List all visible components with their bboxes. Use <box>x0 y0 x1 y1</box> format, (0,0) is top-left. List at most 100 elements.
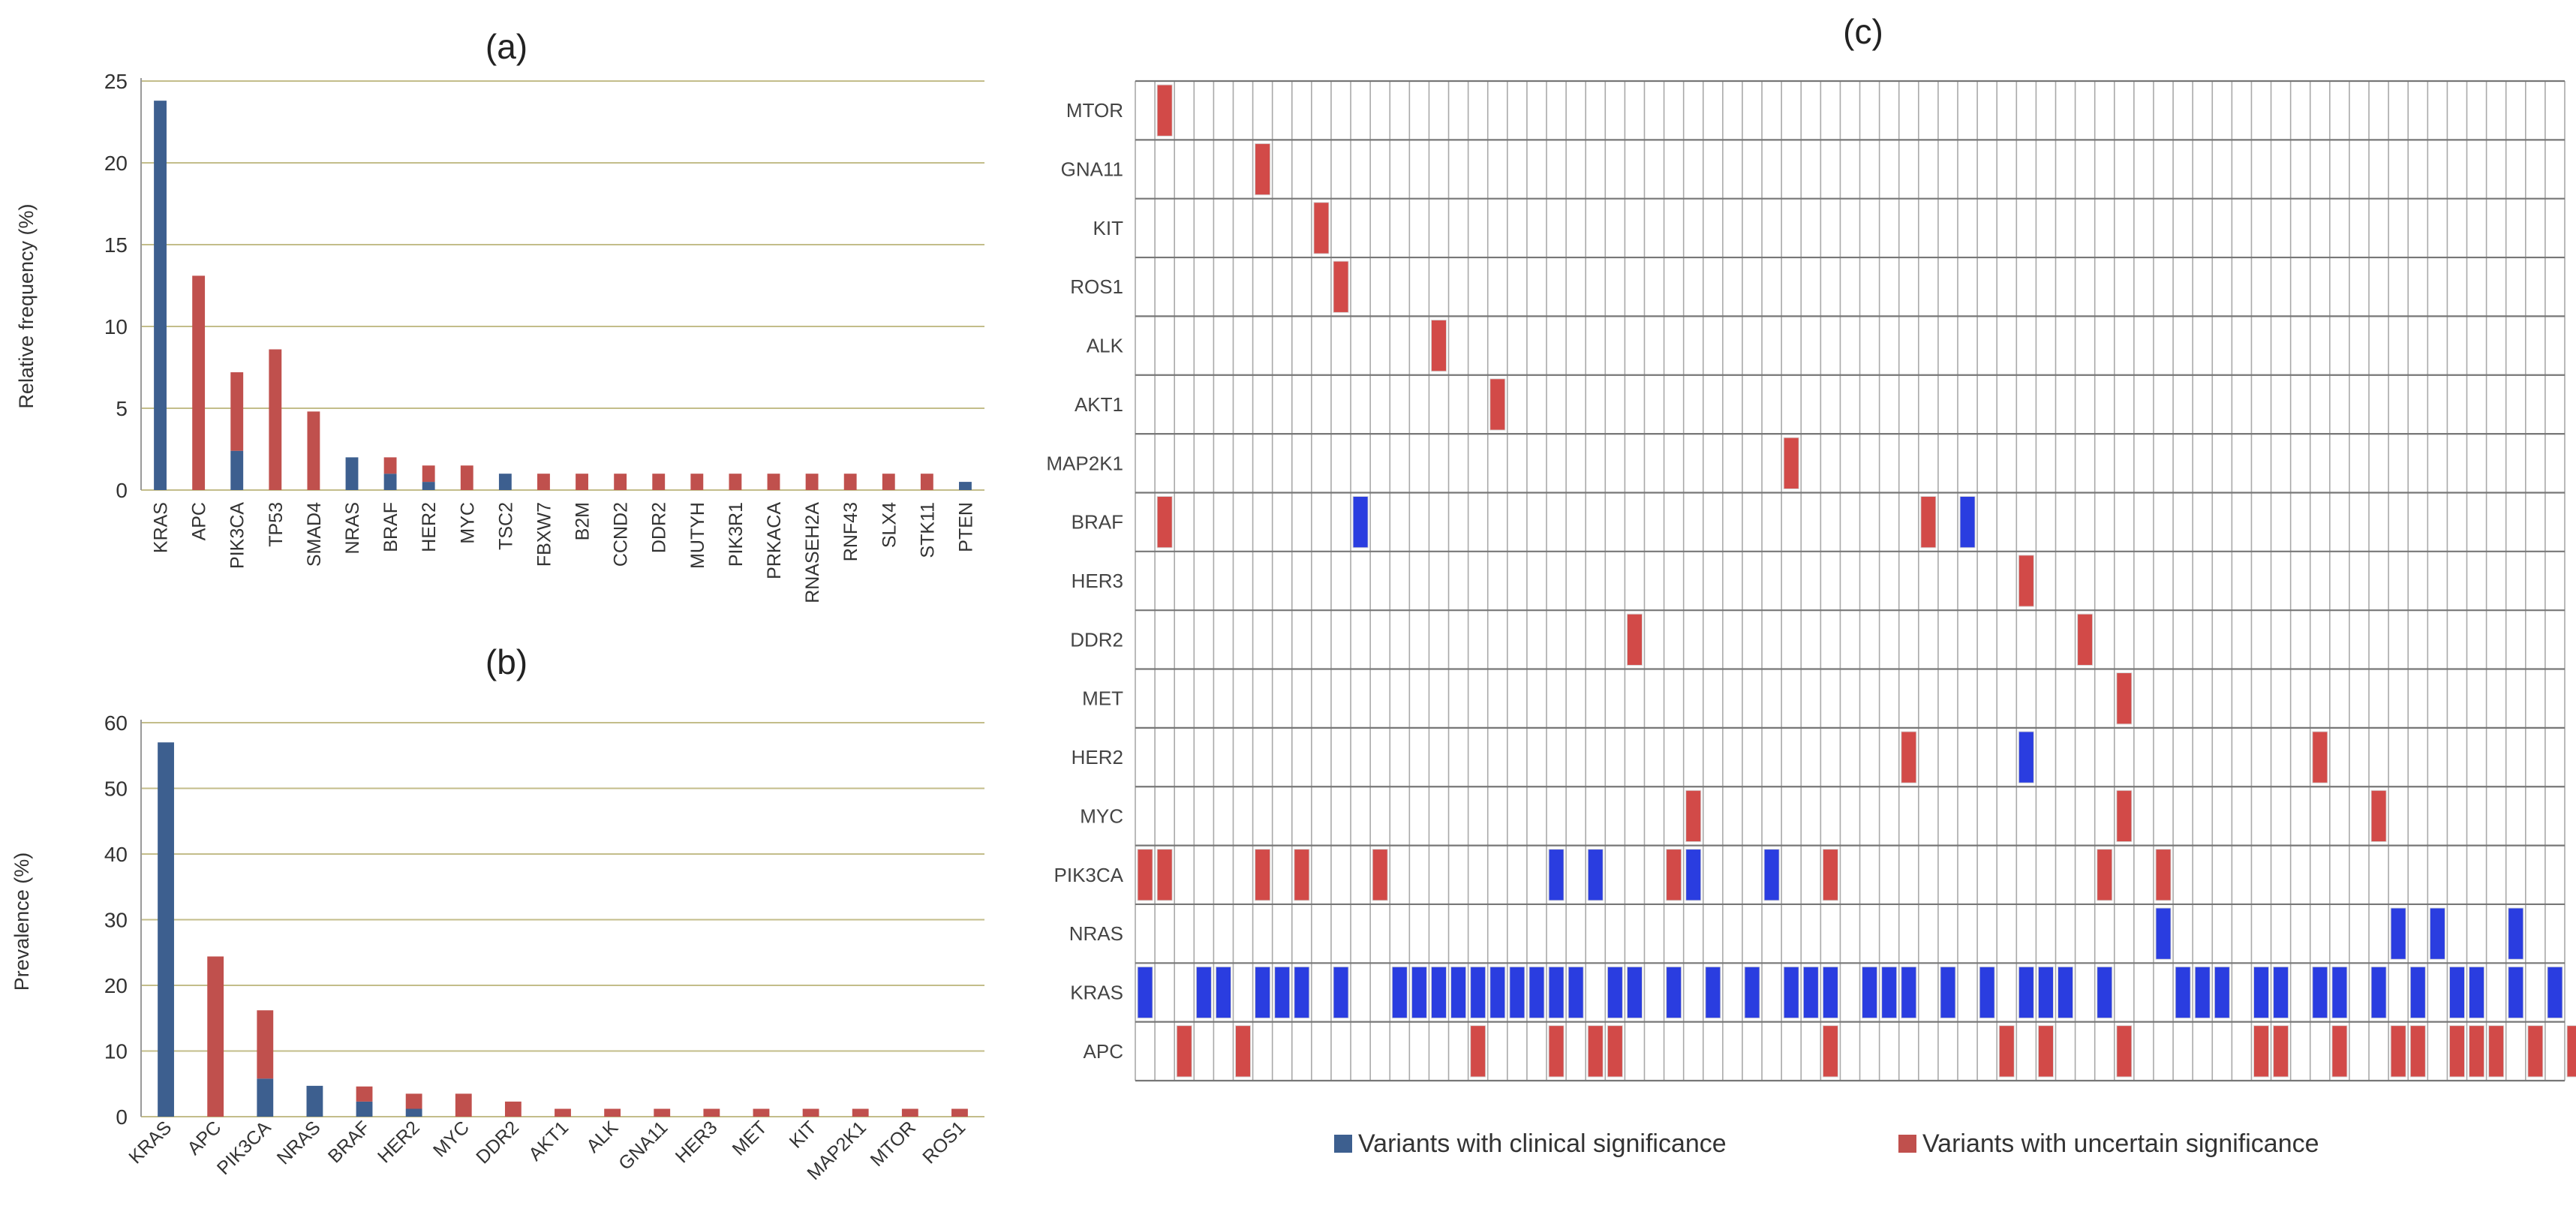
x-tick-label: MTOR <box>867 1117 921 1171</box>
bar-map2k1-uncertain <box>852 1108 869 1117</box>
legend-uncertain-label: Variants with uncertain significance <box>1922 1129 2319 1158</box>
x-tick-label: SMAD4 <box>304 502 325 567</box>
cell-pik3ca-uncertain <box>2155 849 2172 901</box>
bar-apc-uncertain <box>192 275 206 490</box>
x-tick-label: DDR2 <box>649 502 670 553</box>
x-tick-label: AKT1 <box>525 1117 573 1165</box>
x-tick-label: ROS1 <box>918 1117 969 1168</box>
x-tick-label: RNASEH2A <box>802 502 823 603</box>
cell-ros1-uncertain <box>1333 260 1349 313</box>
bar-met-uncertain <box>753 1108 770 1117</box>
cell-apc-uncertain <box>2390 1025 2406 1078</box>
cell-pik3ca-uncertain <box>1156 849 1173 901</box>
x-tick-label: PIK3CA <box>227 502 248 569</box>
gene-label: ALK <box>1087 335 1124 357</box>
cell-kras-clinical <box>1411 966 1427 1019</box>
cell-kras-clinical <box>1509 966 1525 1019</box>
cell-apc-uncertain <box>1998 1025 2015 1078</box>
y-tick-label: 10 <box>104 1040 128 1063</box>
cell-map2k1-uncertain <box>1783 437 1799 489</box>
cell-kras-clinical <box>1744 966 1760 1019</box>
bar-nras-clinical <box>345 457 359 490</box>
cell-kras-clinical <box>1450 966 1467 1019</box>
cell-kras-clinical <box>1783 966 1799 1019</box>
x-tick-label: PRKACA <box>764 502 785 579</box>
x-tick-label: MYC <box>457 502 478 544</box>
bar-rnaseh2a-uncertain <box>805 474 819 490</box>
x-tick-label: CCND2 <box>611 502 632 567</box>
gene-label: AKT1 <box>1075 393 1123 416</box>
cell-her2-uncertain <box>1901 731 1917 783</box>
cell-kras-clinical <box>2273 966 2289 1019</box>
cell-mtor-uncertain <box>1156 84 1173 137</box>
x-tick-label: PTEN <box>955 502 976 552</box>
bar-akt1-uncertain <box>555 1108 571 1117</box>
x-tick-label: APC <box>183 1117 225 1159</box>
cell-akt1-uncertain <box>1489 378 1506 431</box>
cell-pik3ca-uncertain <box>1294 849 1310 901</box>
x-tick-label: DDR2 <box>472 1117 523 1168</box>
cell-kras-clinical <box>2037 966 2054 1019</box>
legend: Variants with clinical significance Vari… <box>1334 1129 2319 1158</box>
gene-label: NRAS <box>1069 922 1123 945</box>
x-tick-label: STK11 <box>917 502 938 558</box>
y-tick-label: 40 <box>104 843 128 866</box>
gene-label: PIK3CA <box>1054 864 1124 886</box>
cell-kras-clinical <box>1568 966 1584 1019</box>
x-tick-label: NRAS <box>342 502 363 554</box>
y-tick-label: 30 <box>104 909 128 932</box>
legend-clinical-swatch <box>1334 1135 1352 1153</box>
cell-kras-clinical <box>1255 966 1271 1019</box>
bar-kras-clinical <box>154 101 167 490</box>
chart-c-title: (c) <box>1843 12 1883 51</box>
bar-pik3r1-uncertain <box>729 474 742 490</box>
x-tick-label: TP53 <box>266 502 287 547</box>
bar-tp53-uncertain <box>269 349 282 490</box>
bar-pik3ca-uncertain <box>257 1010 274 1079</box>
gene-label: ROS1 <box>1070 275 1123 298</box>
cell-kras-clinical <box>2253 966 2270 1019</box>
gene-label: HER3 <box>1072 570 1123 592</box>
y-tick-label: 25 <box>104 70 128 93</box>
cell-kras-clinical <box>2409 966 2426 1019</box>
bar-rnf43-uncertain <box>843 474 857 490</box>
bar-tsc2-clinical <box>498 474 512 490</box>
cell-pik3ca-clinical <box>1685 849 1702 901</box>
cell-kras-clinical <box>2057 966 2074 1019</box>
cell-braf-clinical <box>1959 495 1976 549</box>
cell-kras-clinical <box>1822 966 1838 1019</box>
cell-kras-clinical <box>1195 966 1212 1019</box>
bar-her2-clinical <box>405 1108 422 1117</box>
x-tick-label: SLX4 <box>879 502 900 548</box>
chart-a-ylabel: Relative frequency (%) <box>15 203 38 408</box>
cell-apc-uncertain <box>2527 1025 2544 1078</box>
cell-kras-clinical <box>2018 966 2034 1019</box>
x-tick-label: GNA11 <box>615 1117 672 1174</box>
cell-kit-uncertain <box>1313 202 1330 254</box>
bar-mtor-uncertain <box>901 1108 918 1117</box>
x-tick-label: PIK3R1 <box>726 502 747 567</box>
cell-kras-clinical <box>1274 966 1291 1019</box>
bar-smad4-uncertain <box>307 411 320 490</box>
cell-kras-clinical <box>1528 966 1545 1019</box>
y-tick-label: 15 <box>104 233 128 257</box>
cell-pik3ca-uncertain <box>1255 849 1271 901</box>
y-tick-label: 50 <box>104 777 128 801</box>
cell-kras-clinical <box>2469 966 2485 1019</box>
cell-kras-clinical <box>1607 966 1623 1019</box>
bar-apc-uncertain <box>207 956 224 1117</box>
cell-kras-clinical <box>2175 966 2191 1019</box>
cell-kras-clinical <box>1802 966 1819 1019</box>
cell-nras-clinical <box>2390 907 2406 960</box>
cell-apc-uncertain <box>2448 1025 2466 1078</box>
cell-kras-clinical <box>2331 966 2348 1019</box>
cell-apc-uncertain <box>2488 1025 2505 1078</box>
cell-met-uncertain <box>2116 672 2133 725</box>
bar-stk11-uncertain <box>920 474 933 490</box>
x-tick-label: NRAS <box>273 1117 325 1168</box>
x-tick-label: KRAS <box>125 1117 176 1168</box>
cell-kras-clinical <box>2370 966 2387 1019</box>
gene-label: GNA11 <box>1061 158 1123 181</box>
bar-braf-clinical <box>356 1101 373 1117</box>
